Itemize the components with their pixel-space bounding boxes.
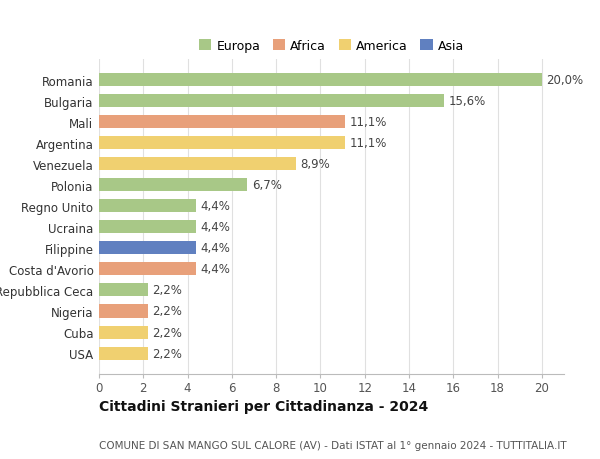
Text: 20,0%: 20,0% [546,74,583,87]
Text: 4,4%: 4,4% [201,221,231,234]
Text: 4,4%: 4,4% [201,200,231,213]
Bar [99,116,345,129]
Bar [99,95,445,108]
Bar [99,326,148,339]
Text: 6,7%: 6,7% [252,179,281,192]
Bar [99,179,247,192]
Text: 11,1%: 11,1% [349,137,386,150]
Text: 4,4%: 4,4% [201,263,231,276]
Bar [99,284,148,297]
Bar [99,137,345,150]
Bar [99,242,196,255]
Bar [99,263,196,276]
Text: 2,2%: 2,2% [152,347,182,360]
Text: 8,9%: 8,9% [301,158,330,171]
Text: 15,6%: 15,6% [449,95,486,108]
Text: Cittadini Stranieri per Cittadinanza - 2024: Cittadini Stranieri per Cittadinanza - 2… [99,399,428,413]
Text: 11,1%: 11,1% [349,116,386,129]
Bar [99,347,148,360]
Legend: Europa, Africa, America, Asia: Europa, Africa, America, Asia [194,34,469,57]
Bar [99,74,542,87]
Bar [99,158,296,171]
Bar [99,200,196,213]
Text: 2,2%: 2,2% [152,284,182,297]
Bar [99,221,196,234]
Text: 2,2%: 2,2% [152,326,182,339]
Text: 2,2%: 2,2% [152,305,182,318]
Text: 4,4%: 4,4% [201,242,231,255]
Text: COMUNE DI SAN MANGO SUL CALORE (AV) - Dati ISTAT al 1° gennaio 2024 - TUTTITALIA: COMUNE DI SAN MANGO SUL CALORE (AV) - Da… [99,440,566,450]
Bar [99,305,148,318]
